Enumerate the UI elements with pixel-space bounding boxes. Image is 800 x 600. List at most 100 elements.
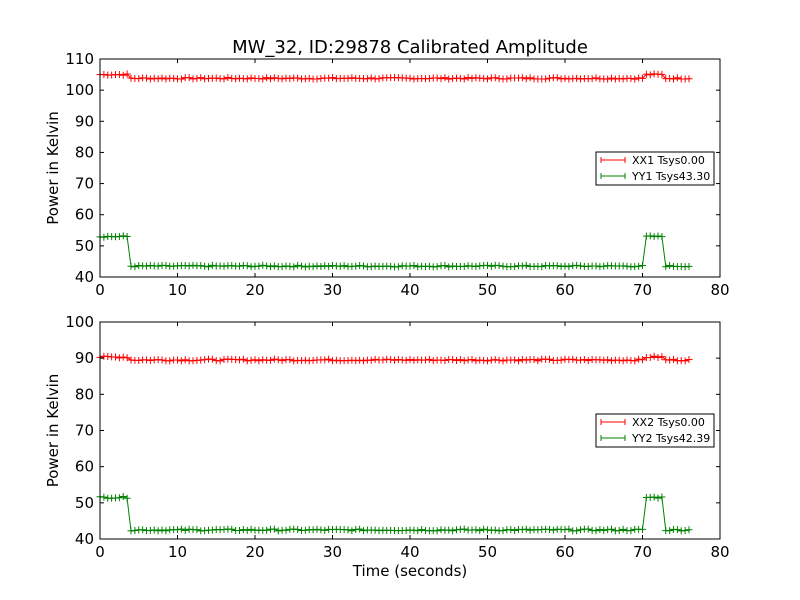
- x-tick-label: 0: [95, 281, 105, 299]
- data-point: [631, 75, 639, 83]
- data-point: [522, 75, 530, 83]
- data-point: [608, 74, 615, 82]
- legend-box: [595, 151, 715, 186]
- data-point: [449, 527, 457, 535]
- x-tick-label: 40: [400, 543, 419, 561]
- data-point: [635, 355, 643, 363]
- data-point: [627, 74, 635, 82]
- data-point: [453, 357, 460, 365]
- legend-box: [595, 413, 715, 448]
- y-tick-label: 80: [75, 143, 94, 161]
- data-point: [278, 357, 286, 365]
- data-point: [658, 493, 666, 501]
- data-point: [367, 356, 375, 364]
- data-point: [294, 74, 302, 82]
- x-tick-label: 30: [323, 281, 342, 299]
- data-point: [491, 526, 499, 534]
- x-tick-label: 60: [555, 281, 574, 299]
- data-point: [468, 356, 476, 364]
- data-point: [530, 355, 538, 363]
- data-point: [484, 75, 491, 83]
- legend-label: XX2 Tsys0.00: [632, 416, 705, 429]
- data-point: [119, 232, 127, 240]
- data-point: [100, 493, 108, 501]
- data-point: [460, 357, 468, 365]
- data-point: [158, 526, 166, 534]
- data-point: [468, 74, 476, 82]
- data-point: [309, 263, 317, 271]
- data-point: [236, 527, 243, 535]
- data-point: [553, 74, 561, 82]
- data-point: [189, 261, 197, 269]
- data-point: [592, 262, 600, 270]
- data-point: [580, 355, 588, 363]
- data-point: [348, 527, 356, 535]
- x-tick-label: 10: [168, 281, 187, 299]
- legend-marker: [600, 435, 626, 441]
- data-point: [367, 74, 375, 82]
- x-tick-label: 80: [710, 281, 729, 299]
- data-point: [208, 261, 216, 269]
- data-point: [367, 263, 375, 271]
- y-tick-label: 70: [75, 175, 94, 193]
- panel-2: 0 10 20 30 40 50 60 70 80 40 50 60 70 80 90 100 Power in…: [44, 313, 730, 580]
- data-point: [139, 526, 147, 534]
- y-tick-label: 90: [75, 349, 94, 367]
- data-point: [685, 526, 693, 534]
- data-point: [538, 263, 546, 271]
- data-point: [212, 74, 220, 82]
- data-point: [522, 261, 530, 269]
- data-point: [135, 75, 143, 83]
- data-point: [472, 357, 480, 365]
- data-point: [216, 357, 224, 365]
- panels: 0 10 20 30 40 50 60 70 80405060708090100110Power…: [44, 50, 730, 580]
- data-point: [321, 262, 329, 270]
- data-point: [650, 352, 658, 360]
- data-point: [325, 262, 333, 270]
- data-point: [394, 263, 402, 271]
- data-point: [546, 526, 553, 534]
- data-point: [635, 262, 643, 270]
- data-point: [239, 526, 247, 534]
- data-point: [685, 262, 693, 270]
- series-markers-1-1: [96, 70, 693, 83]
- data-point: [658, 353, 666, 361]
- data-point: [174, 356, 181, 364]
- x-tick-label: 10: [168, 543, 187, 561]
- legend-marker: [600, 157, 626, 163]
- data-point: [685, 75, 693, 83]
- legend-label: YY1 Tsys43.30: [631, 170, 710, 183]
- data-point: [243, 75, 251, 83]
- data-point: [131, 526, 139, 534]
- data-point: [608, 357, 615, 365]
- data-point: [418, 526, 426, 534]
- data-point: [433, 263, 441, 271]
- data-point: [344, 526, 352, 534]
- data-point: [220, 262, 228, 270]
- data-point: [406, 262, 414, 270]
- y-tick-label: 100: [65, 81, 94, 99]
- data-point: [282, 526, 290, 534]
- data-point: [201, 356, 209, 364]
- y-tick-label: 60: [75, 458, 94, 476]
- data-point: [410, 356, 418, 364]
- data-point: [666, 527, 674, 535]
- data-point: [425, 262, 433, 270]
- data-point: [507, 526, 515, 534]
- data-point: [557, 356, 565, 364]
- data-point: [115, 494, 123, 502]
- data-point: [247, 525, 255, 533]
- data-point: [681, 526, 689, 534]
- data-point: [658, 70, 666, 78]
- data-point: [484, 357, 491, 365]
- data-point: [569, 355, 577, 363]
- data-point: [615, 526, 623, 534]
- figure-title: MW_32, ID:29878 Calibrated Amplitude: [232, 37, 588, 58]
- data-point: [460, 525, 468, 533]
- data-point: [208, 355, 216, 363]
- data-point: [441, 74, 449, 82]
- data-point: [522, 525, 530, 533]
- data-point: [573, 74, 581, 82]
- data-point: [290, 263, 298, 271]
